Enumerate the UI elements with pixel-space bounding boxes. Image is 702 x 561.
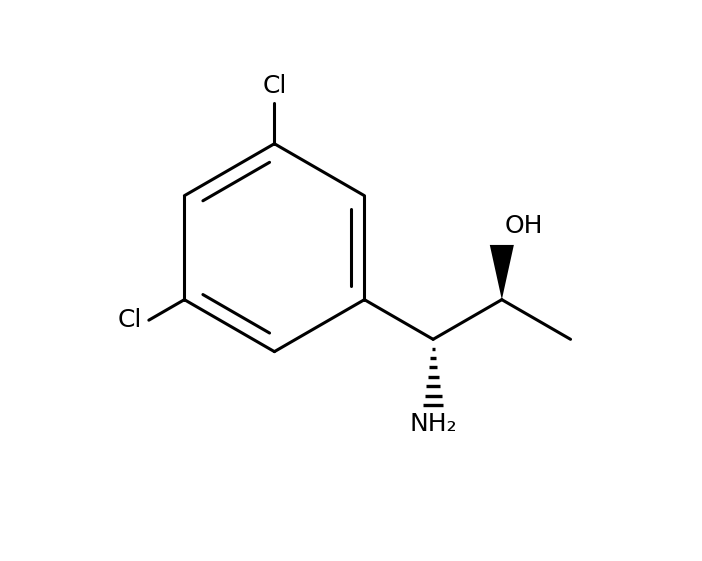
Text: Cl: Cl [118,308,143,332]
Polygon shape [490,245,514,300]
Text: Cl: Cl [263,74,286,98]
Text: NH₂: NH₂ [409,412,457,435]
Text: OH: OH [505,214,543,238]
